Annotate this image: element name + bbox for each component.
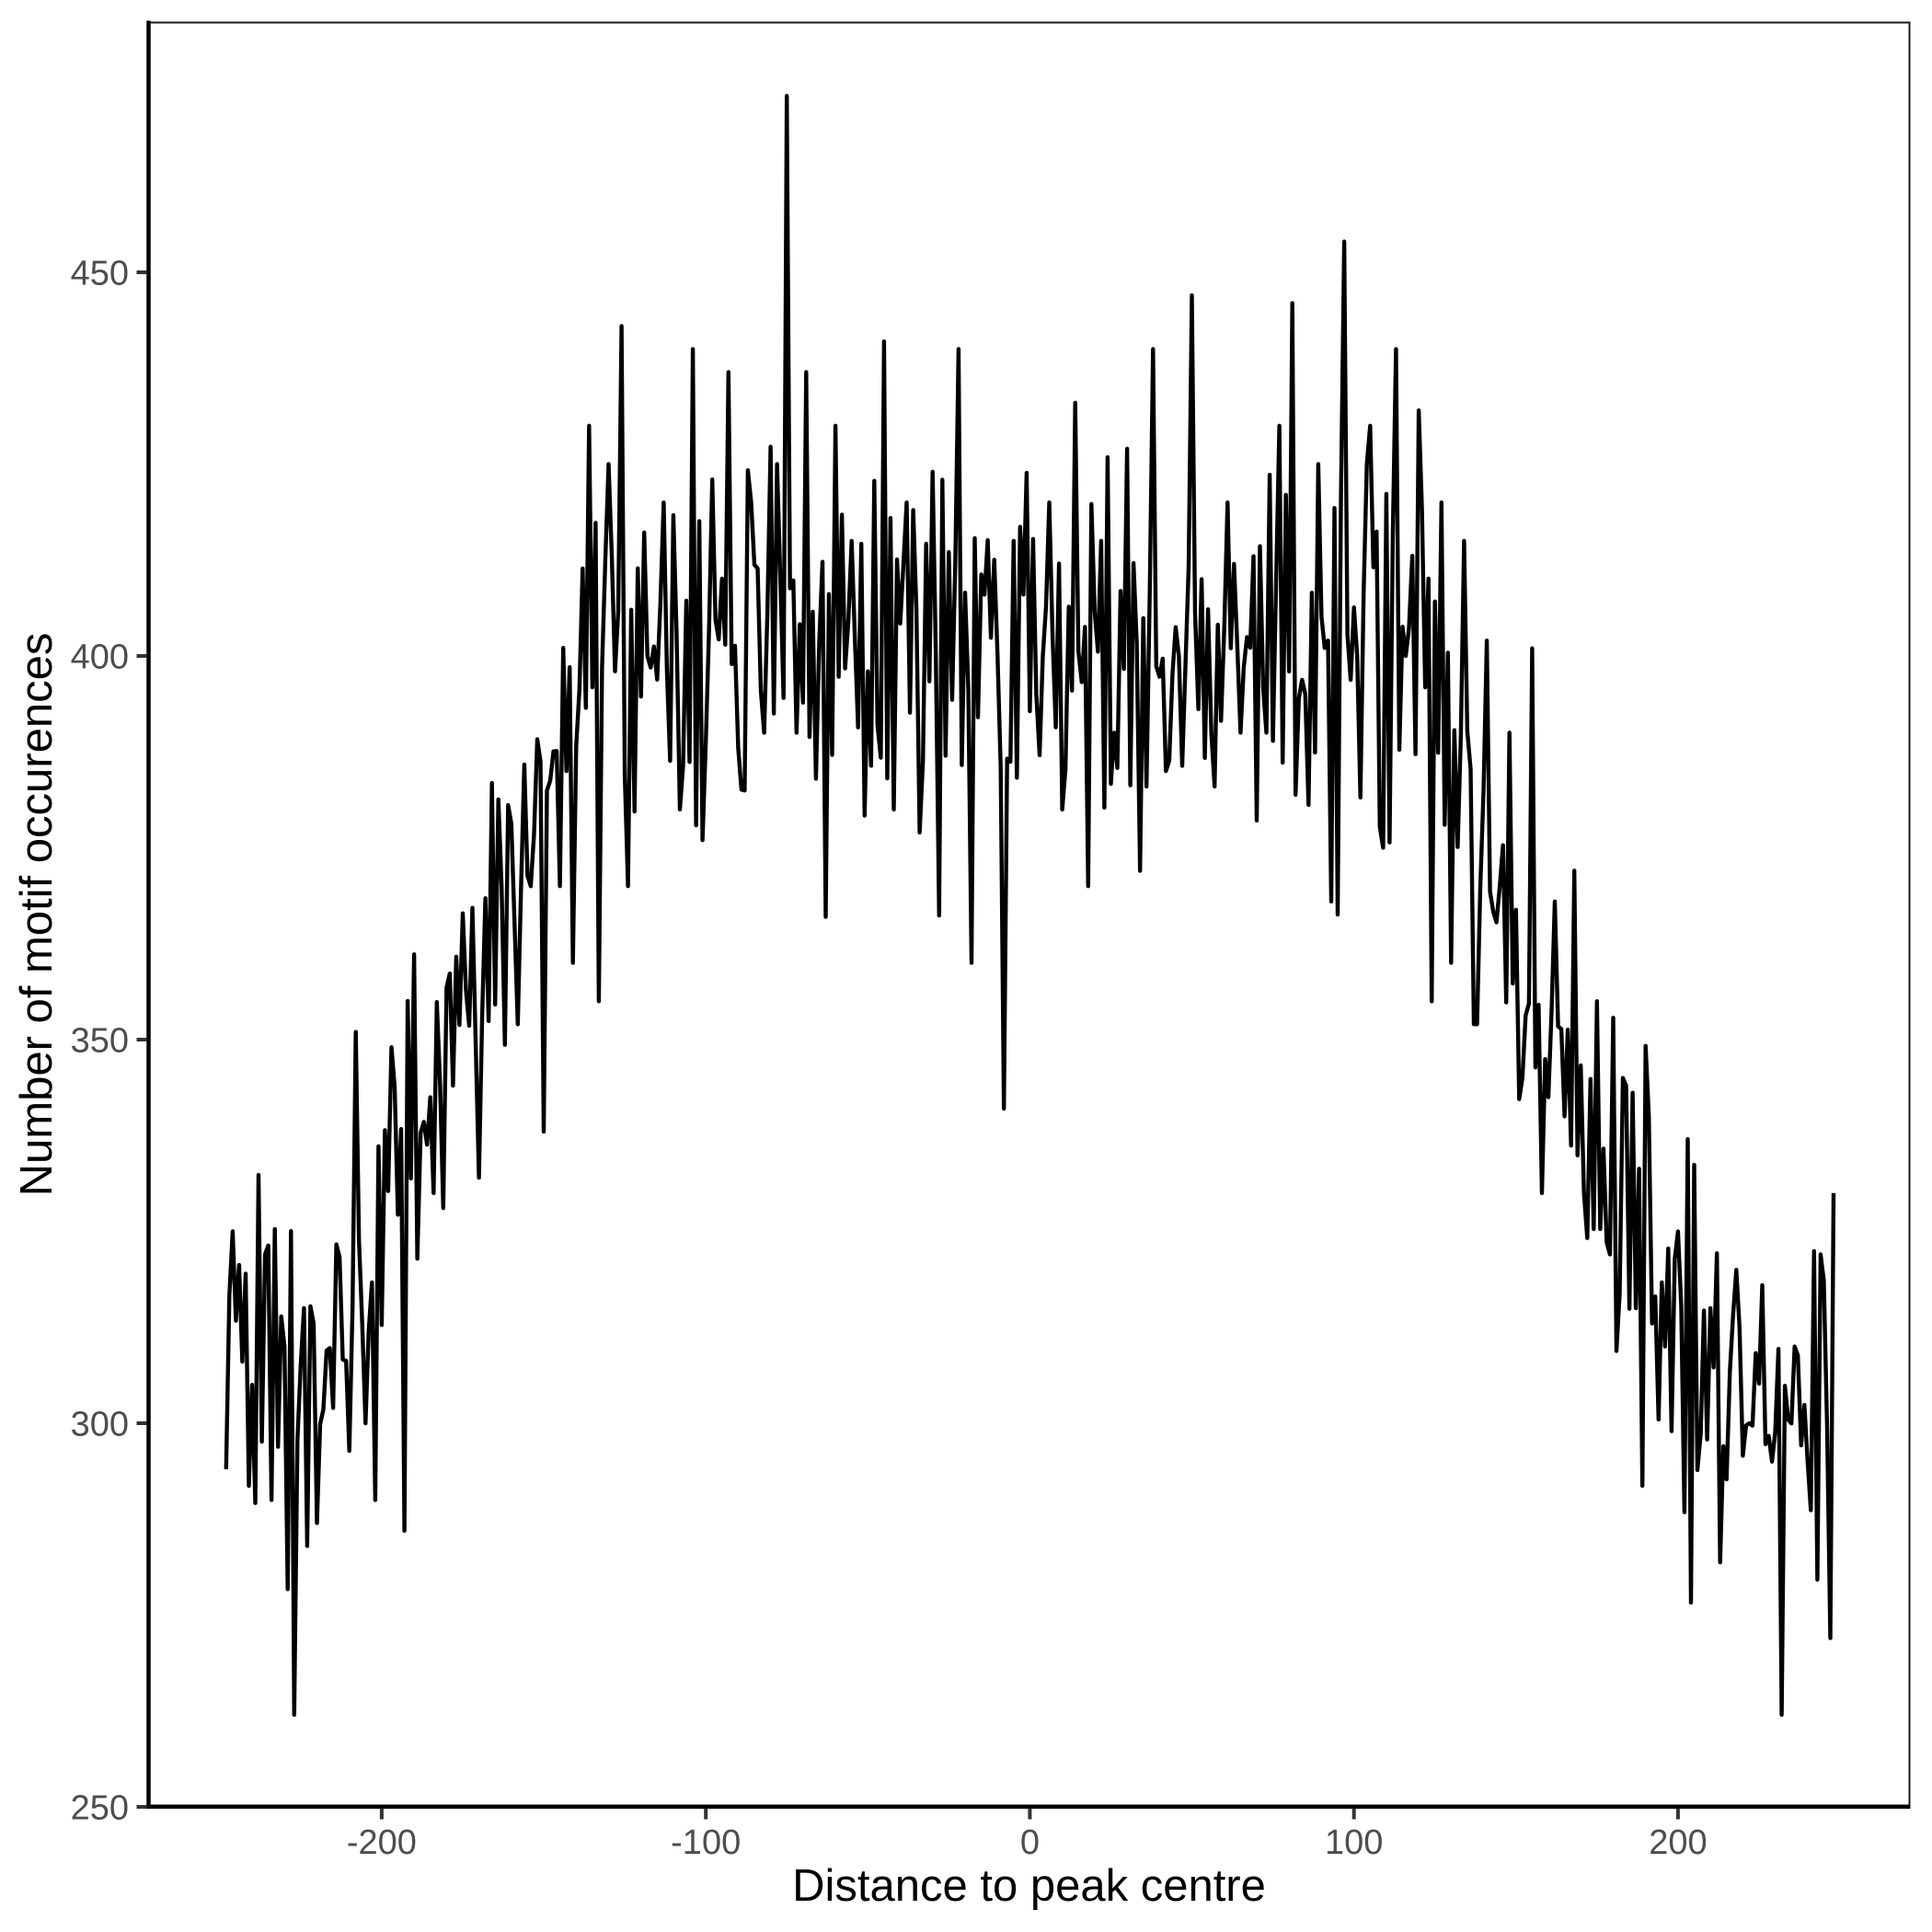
svg-text:-100: -100: [671, 1823, 741, 1862]
svg-text:200: 200: [1649, 1823, 1707, 1862]
svg-text:100: 100: [1325, 1823, 1383, 1862]
svg-text:350: 350: [71, 1022, 129, 1061]
svg-text:400: 400: [71, 638, 129, 677]
svg-text:Number of motif occurences: Number of motif occurences: [12, 633, 62, 1197]
svg-text:Distance to peak centre: Distance to peak centre: [792, 1861, 1266, 1911]
svg-text:300: 300: [71, 1406, 129, 1444]
svg-text:-200: -200: [347, 1823, 417, 1862]
svg-text:450: 450: [71, 255, 129, 293]
svg-text:250: 250: [71, 1789, 129, 1828]
svg-text:0: 0: [1020, 1823, 1040, 1862]
